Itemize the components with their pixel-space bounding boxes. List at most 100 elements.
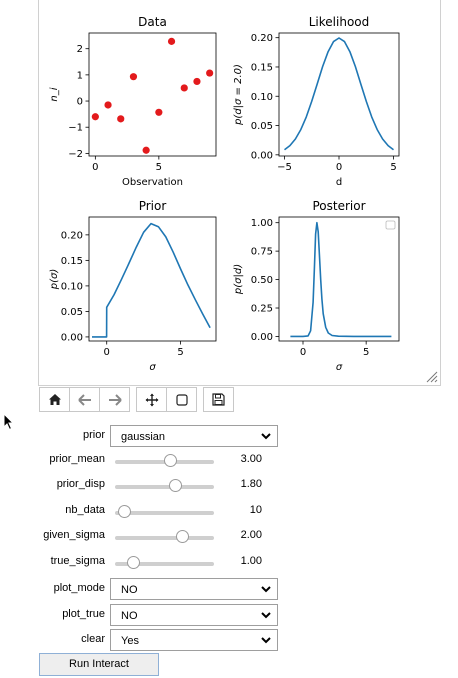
posterior-y-axis-label: p(σ|d) bbox=[233, 264, 244, 295]
plot-mode-row: plot_mode NO bbox=[0, 578, 458, 602]
prior-x-tick-label: 0 bbox=[104, 347, 110, 358]
run-interact-button[interactable]: Run Interact bbox=[39, 653, 159, 676]
likelihood-y-tick-label: 0.10 bbox=[251, 92, 273, 103]
prior-mean-label: prior_mean bbox=[49, 453, 105, 465]
given-sigma-label: given_sigma bbox=[43, 529, 105, 541]
posterior-y-tick-label: 0.75 bbox=[251, 247, 273, 258]
figure-svg: Data 0 5 −2 −1 0 1 2 Observation n_i Likelihood −5 0… bbox=[39, 0, 440, 385]
chevron-down-icon bbox=[260, 429, 272, 443]
clear-label: clear bbox=[81, 633, 105, 645]
plot-true-select[interactable]: NO bbox=[110, 604, 278, 626]
likelihood-x-tick-label: −5 bbox=[277, 162, 292, 173]
prior-y-tick-label: 0.10 bbox=[61, 281, 83, 292]
home-button[interactable] bbox=[39, 387, 70, 412]
zoom-button[interactable] bbox=[166, 387, 197, 412]
resize-grip-icon[interactable] bbox=[426, 371, 438, 383]
data-x-tick-label: 0 bbox=[92, 162, 98, 173]
figure-canvas: Data 0 5 −2 −1 0 1 2 Observation n_i Likelihood −5 0… bbox=[38, 0, 441, 386]
data-point bbox=[117, 115, 124, 122]
plot-mode-select[interactable]: NO bbox=[110, 578, 278, 600]
data-y-tick-label: 0 bbox=[77, 97, 83, 108]
posterior-title: Posterior bbox=[312, 199, 365, 213]
prior-disp-label: prior_disp bbox=[57, 478, 105, 490]
data-point bbox=[143, 147, 150, 154]
data-y-tick-label: 2 bbox=[77, 44, 83, 55]
prior-plot-frame bbox=[89, 217, 216, 341]
arrow-left-icon bbox=[78, 394, 92, 406]
data-y-tick-label: −1 bbox=[68, 123, 83, 134]
posterior-x-tick-label: 0 bbox=[300, 347, 306, 358]
nb-data-label: nb_data bbox=[65, 504, 105, 516]
likelihood-curve bbox=[285, 38, 394, 150]
given-sigma-slider-handle[interactable] bbox=[176, 530, 189, 543]
prior-select-value: gaussian bbox=[121, 431, 165, 443]
prior-disp-row: prior_disp 1.80 bbox=[0, 474, 458, 498]
pan-button[interactable] bbox=[136, 387, 167, 412]
likelihood-x-tick-label: 0 bbox=[336, 162, 342, 173]
posterior-y-tick-label: 0.50 bbox=[251, 275, 273, 286]
posterior-y-tick-label: 0.25 bbox=[251, 304, 273, 315]
likelihood-y-tick-label: 0.20 bbox=[251, 33, 273, 44]
clear-row: clear Yes bbox=[0, 629, 458, 653]
figure-toolbar bbox=[39, 387, 234, 413]
data-point bbox=[206, 69, 213, 76]
given-sigma-slider[interactable] bbox=[115, 536, 214, 540]
data-y-tick-label: −2 bbox=[68, 149, 83, 160]
clear-select[interactable]: Yes bbox=[110, 629, 278, 651]
prior-y-tick-label: 0.15 bbox=[61, 256, 83, 267]
prior-disp-value: 1.80 bbox=[222, 478, 262, 490]
likelihood-y-tick-label: 0.15 bbox=[251, 62, 273, 73]
true-sigma-row: true_sigma 1.00 bbox=[0, 551, 458, 575]
prior-mean-slider-handle[interactable] bbox=[164, 454, 177, 467]
prior-title: Prior bbox=[139, 199, 167, 213]
prior-disp-slider[interactable] bbox=[115, 485, 214, 489]
prior-disp-slider-handle[interactable] bbox=[169, 479, 182, 492]
data-x-tick-label: 5 bbox=[156, 162, 162, 173]
chevron-down-icon bbox=[260, 582, 272, 596]
likelihood-x-tick-label: 5 bbox=[390, 162, 396, 173]
prior-mean-value: 3.00 bbox=[222, 453, 262, 465]
posterior-x-tick-label: 5 bbox=[363, 347, 369, 358]
arrow-right-icon bbox=[108, 394, 122, 406]
data-y-axis-label: n_i bbox=[49, 87, 60, 101]
posterior-y-tick-label: 0.00 bbox=[251, 332, 273, 343]
plot-true-select-value: NO bbox=[121, 610, 138, 622]
back-button[interactable] bbox=[69, 387, 100, 412]
prior-y-tick-label: 0.05 bbox=[61, 307, 83, 318]
prior-x-axis-label: σ bbox=[149, 362, 156, 373]
prior-y-axis-label: p(σ) bbox=[49, 269, 60, 291]
true-sigma-slider-handle[interactable] bbox=[127, 556, 140, 569]
given-sigma-row: given_sigma 2.00 bbox=[0, 525, 458, 549]
data-point bbox=[130, 73, 137, 80]
prior-mean-row: prior_mean 3.00 bbox=[0, 449, 458, 473]
data-point bbox=[168, 38, 175, 45]
forward-button[interactable] bbox=[99, 387, 130, 412]
prior-y-tick-label: 0.20 bbox=[61, 230, 83, 241]
prior-curve bbox=[92, 224, 210, 337]
true-sigma-label: true_sigma bbox=[51, 555, 105, 567]
likelihood-y-tick-label: 0.05 bbox=[251, 121, 273, 132]
likelihood-x-axis-label: d bbox=[336, 177, 342, 188]
home-icon bbox=[48, 393, 62, 406]
prior-label: prior bbox=[83, 429, 105, 441]
data-point bbox=[92, 113, 99, 120]
posterior-legend bbox=[386, 221, 395, 229]
prior-select[interactable]: gaussian bbox=[110, 425, 278, 447]
posterior-curve bbox=[290, 223, 391, 337]
given-sigma-value: 2.00 bbox=[222, 529, 262, 541]
save-button[interactable] bbox=[203, 387, 234, 412]
prior-y-tick-label: 0.00 bbox=[61, 332, 83, 343]
plot-mode-select-value: NO bbox=[121, 584, 138, 596]
posterior-y-tick-label: 1.00 bbox=[251, 218, 273, 229]
plot-true-row: plot_true NO bbox=[0, 604, 458, 628]
likelihood-y-tick-label: 0.00 bbox=[251, 150, 273, 161]
data-plot-frame bbox=[89, 33, 216, 156]
data-x-axis-label: Observation bbox=[122, 177, 183, 188]
likelihood-y-axis-label: p(d|σ = 2.0) bbox=[233, 64, 244, 126]
nb-data-slider-handle[interactable] bbox=[118, 505, 131, 518]
nb-data-value: 10 bbox=[222, 504, 262, 516]
posterior-x-axis-label: σ bbox=[336, 362, 343, 373]
data-point bbox=[193, 78, 200, 85]
clear-select-value: Yes bbox=[121, 635, 139, 647]
chevron-down-icon bbox=[260, 608, 272, 622]
